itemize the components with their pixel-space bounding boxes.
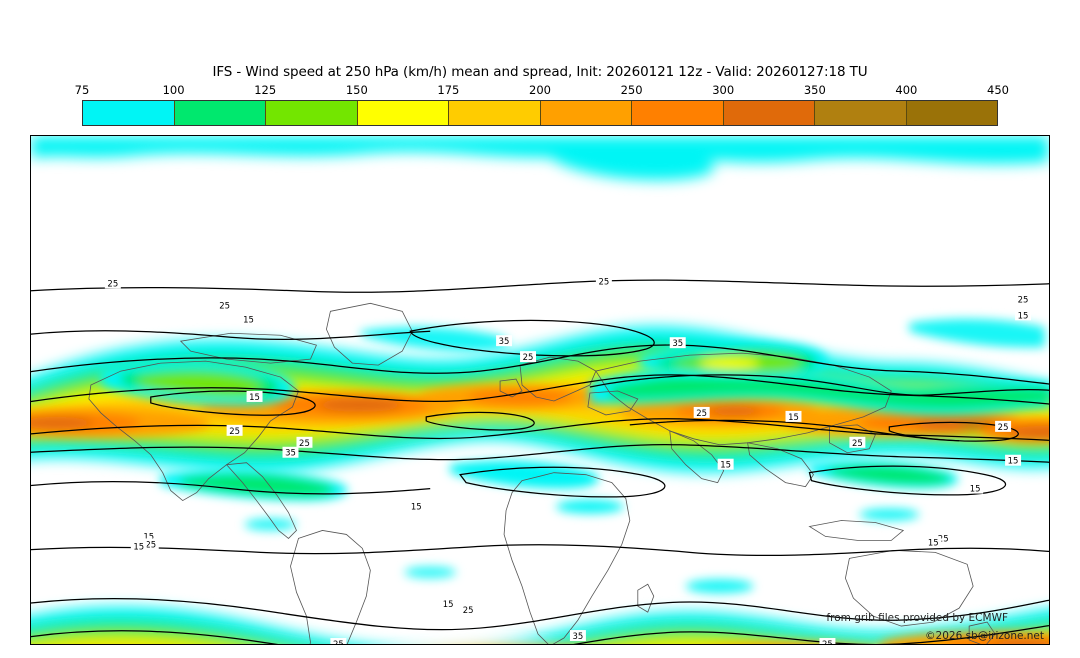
colorbar-band-3: [357, 101, 449, 125]
svg-text:25: 25: [333, 639, 344, 644]
colorbar-band-1: [174, 101, 266, 125]
grib-attribution: from grib files provided by ECMWF: [826, 612, 1008, 624]
colorbar-tick-100: 100: [162, 83, 185, 97]
colorbar-band-9: [906, 101, 997, 125]
colorbar: 75 100 125 150 175 200 250 300 350 400 450: [75, 83, 1009, 126]
svg-text:25: 25: [145, 539, 156, 549]
colorbar-tick-250: 250: [620, 83, 643, 97]
colorbar-band-7: [723, 101, 815, 125]
copyright-notice: ©2026 sb@irizone.net: [925, 630, 1044, 642]
svg-text:15: 15: [443, 599, 454, 609]
svg-text:25: 25: [938, 533, 949, 543]
world-wind-speed-map: 25 25 15 25 35 35 15 25 25 35 25 25 15 2…: [31, 136, 1049, 644]
svg-text:25: 25: [598, 276, 609, 286]
colorbar-tick-175: 175: [437, 83, 460, 97]
svg-text:15: 15: [1008, 456, 1019, 466]
svg-text:35: 35: [573, 631, 584, 641]
colorbar-band-0: [83, 101, 175, 125]
colorbar-tick-150: 150: [345, 83, 368, 97]
svg-text:25: 25: [219, 300, 230, 310]
svg-text:25: 25: [463, 605, 474, 615]
colorbar-tick-450: 450: [987, 83, 1009, 97]
svg-text:15: 15: [928, 537, 939, 547]
colorbar-tick-200: 200: [529, 83, 551, 97]
svg-text:15: 15: [970, 484, 981, 494]
colorbar-band-6: [632, 101, 724, 125]
spread-contour-lines: [31, 279, 1049, 644]
colorbar-tick-125: 125: [254, 83, 277, 97]
colorbar-band-8: [815, 101, 907, 125]
svg-text:25: 25: [229, 426, 240, 436]
svg-text:25: 25: [852, 438, 863, 448]
svg-text:15: 15: [1018, 310, 1029, 320]
svg-text:25: 25: [696, 408, 707, 418]
colorbar-tick-75: 75: [74, 83, 90, 97]
colorbar-tick-350: 350: [803, 83, 826, 97]
colorbar-tick-300: 300: [712, 83, 735, 97]
svg-text:15: 15: [788, 412, 799, 422]
svg-text:15: 15: [249, 392, 260, 402]
svg-text:25: 25: [1018, 294, 1029, 304]
colorbar-bands: [82, 100, 998, 126]
colorbar-band-2: [266, 101, 358, 125]
svg-text:25: 25: [107, 278, 118, 288]
colorbar-band-5: [540, 101, 632, 125]
svg-text:35: 35: [499, 336, 510, 346]
svg-text:15: 15: [243, 314, 254, 324]
colorbar-tick-labels: 75 100 125 150 175 200 250 300 350 400 450: [75, 83, 1009, 99]
contour-value-labels: 25 25 15 25 35 35 15 25 25 35 25 25 15 2…: [104, 275, 1032, 644]
svg-text:25: 25: [998, 422, 1009, 432]
svg-text:35: 35: [672, 338, 683, 348]
map-panel: 25 25 15 25 35 35 15 25 25 35 25 25 15 2…: [30, 135, 1050, 645]
svg-text:25: 25: [299, 438, 310, 448]
colorbar-tick-400: 400: [895, 83, 918, 97]
svg-text:35: 35: [285, 448, 296, 458]
svg-text:15: 15: [720, 460, 731, 470]
chart-title: IFS - Wind speed at 250 hPa (km/h) mean …: [212, 64, 868, 80]
svg-text:15: 15: [143, 531, 154, 541]
svg-text:15: 15: [411, 502, 422, 512]
svg-text:25: 25: [523, 352, 534, 362]
svg-text:15: 15: [133, 541, 144, 551]
colorbar-band-4: [449, 101, 541, 125]
svg-text:25: 25: [822, 639, 833, 644]
